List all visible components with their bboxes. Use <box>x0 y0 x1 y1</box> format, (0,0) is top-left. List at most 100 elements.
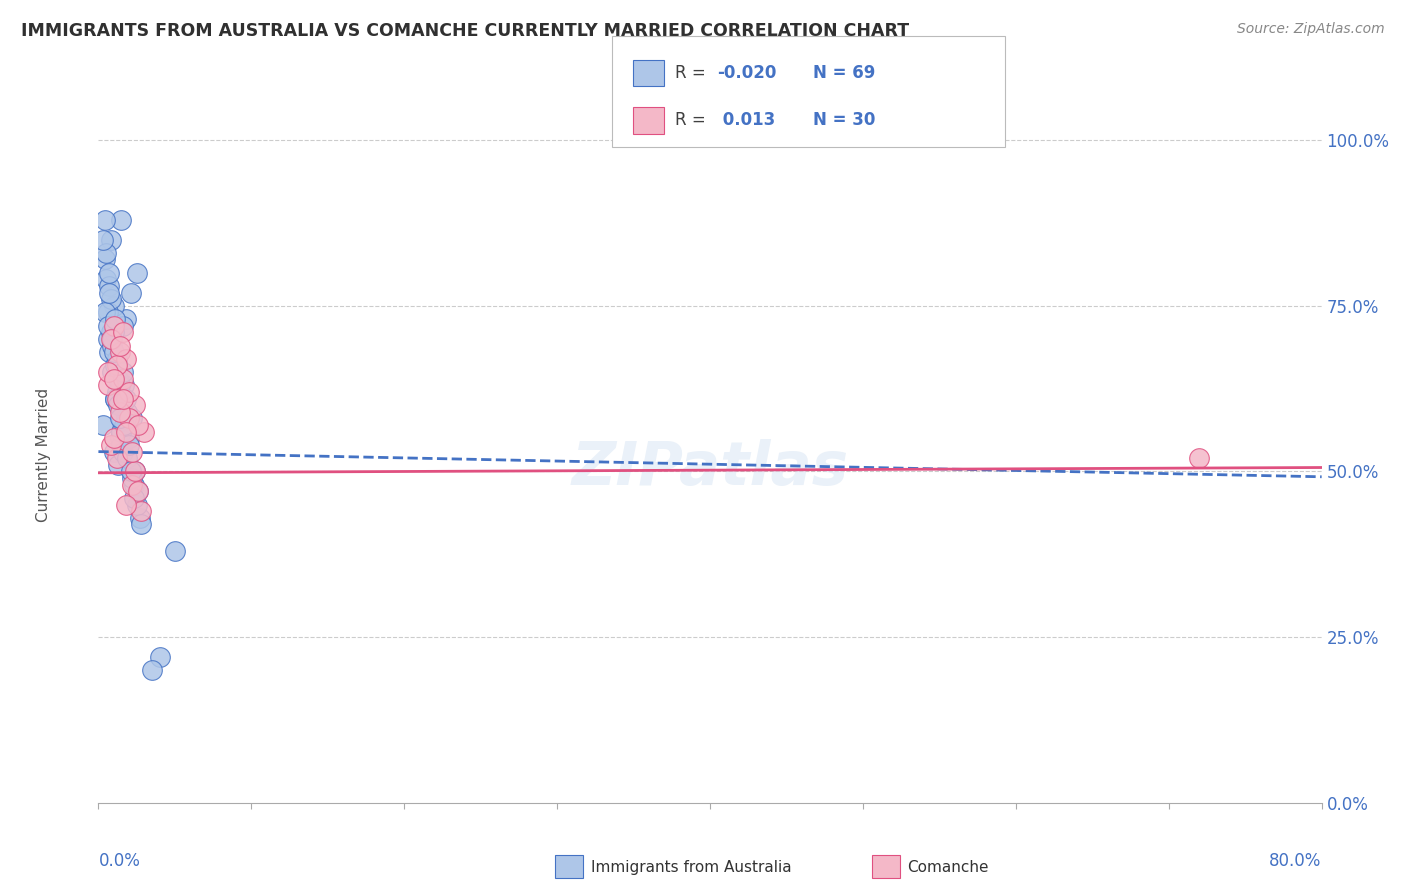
Point <box>97 365 120 379</box>
Point <box>98 345 121 359</box>
Point <box>100 326 122 340</box>
Point <box>105 451 128 466</box>
Text: 80.0%: 80.0% <box>1270 852 1322 870</box>
Text: Source: ZipAtlas.com: Source: ZipAtlas.com <box>1237 22 1385 37</box>
Point <box>129 504 152 518</box>
Point <box>98 279 121 293</box>
Point <box>111 444 134 458</box>
Point <box>115 392 138 406</box>
Point <box>127 484 149 499</box>
Point <box>129 517 152 532</box>
Point <box>100 438 122 452</box>
Point <box>91 233 114 247</box>
Point <box>121 477 143 491</box>
Point <box>105 351 128 366</box>
Point <box>104 312 127 326</box>
Point <box>128 511 150 525</box>
Point <box>91 418 114 433</box>
Point <box>97 332 120 346</box>
Point <box>127 418 149 433</box>
Point <box>125 498 148 512</box>
Point <box>115 351 138 366</box>
Point <box>111 365 134 379</box>
Point <box>103 326 125 340</box>
Point <box>97 318 120 333</box>
Point <box>117 451 139 466</box>
Point <box>100 332 122 346</box>
Point <box>97 378 120 392</box>
Point <box>149 650 172 665</box>
Point <box>103 345 125 359</box>
Point <box>111 392 134 406</box>
Text: N = 30: N = 30 <box>813 112 875 129</box>
Point <box>110 425 132 439</box>
Point <box>108 398 131 412</box>
Point <box>93 252 115 267</box>
Point <box>108 378 131 392</box>
Point <box>115 425 138 439</box>
Point <box>108 411 131 425</box>
Point <box>93 305 115 319</box>
Text: Comanche: Comanche <box>907 860 988 874</box>
Point <box>108 338 131 352</box>
Point <box>117 405 139 419</box>
Point <box>120 465 142 479</box>
Text: 0.0%: 0.0% <box>98 852 141 870</box>
Point <box>97 305 120 319</box>
Point <box>103 444 125 458</box>
Point <box>118 431 141 445</box>
Point <box>122 477 145 491</box>
Text: R =: R = <box>675 64 711 82</box>
Text: N = 69: N = 69 <box>813 64 875 82</box>
Point <box>115 312 138 326</box>
Point <box>121 471 143 485</box>
Point <box>125 266 148 280</box>
Point <box>98 266 121 280</box>
Point <box>94 245 117 260</box>
Point <box>105 359 128 373</box>
Point <box>101 332 124 346</box>
Point <box>93 212 115 227</box>
Point <box>100 233 122 247</box>
Point <box>120 285 142 300</box>
Point <box>103 372 125 386</box>
Point <box>112 418 135 433</box>
Point <box>111 372 134 386</box>
Text: Immigrants from Australia: Immigrants from Australia <box>591 860 792 874</box>
Text: R =: R = <box>675 112 711 129</box>
Point <box>115 498 138 512</box>
Point <box>118 438 141 452</box>
Point <box>104 359 127 373</box>
Text: IMMIGRANTS FROM AUSTRALIA VS COMANCHE CURRENTLY MARRIED CORRELATION CHART: IMMIGRANTS FROM AUSTRALIA VS COMANCHE CU… <box>21 22 910 40</box>
Point <box>107 458 129 472</box>
Point <box>112 378 135 392</box>
Point <box>127 484 149 499</box>
Point <box>105 384 128 399</box>
Point <box>118 384 141 399</box>
Point <box>98 285 121 300</box>
Point <box>110 212 132 227</box>
Text: Currently Married: Currently Married <box>37 388 51 522</box>
Text: ZIPatlas: ZIPatlas <box>571 440 849 499</box>
Point <box>105 351 128 366</box>
Point <box>103 299 125 313</box>
Point <box>122 491 145 505</box>
Point <box>108 405 131 419</box>
Point <box>104 392 127 406</box>
Point <box>124 398 146 412</box>
Point <box>121 411 143 425</box>
Text: 0.013: 0.013 <box>717 112 775 129</box>
Point <box>108 431 131 445</box>
Point <box>94 272 117 286</box>
Point <box>104 392 127 406</box>
Point <box>134 425 156 439</box>
Point <box>108 345 131 359</box>
Point <box>111 318 134 333</box>
Point <box>110 438 132 452</box>
Point <box>101 365 124 379</box>
Point <box>1188 451 1211 466</box>
Point <box>103 431 125 445</box>
Point <box>121 444 143 458</box>
Point <box>107 398 129 412</box>
Text: -0.020: -0.020 <box>717 64 776 82</box>
